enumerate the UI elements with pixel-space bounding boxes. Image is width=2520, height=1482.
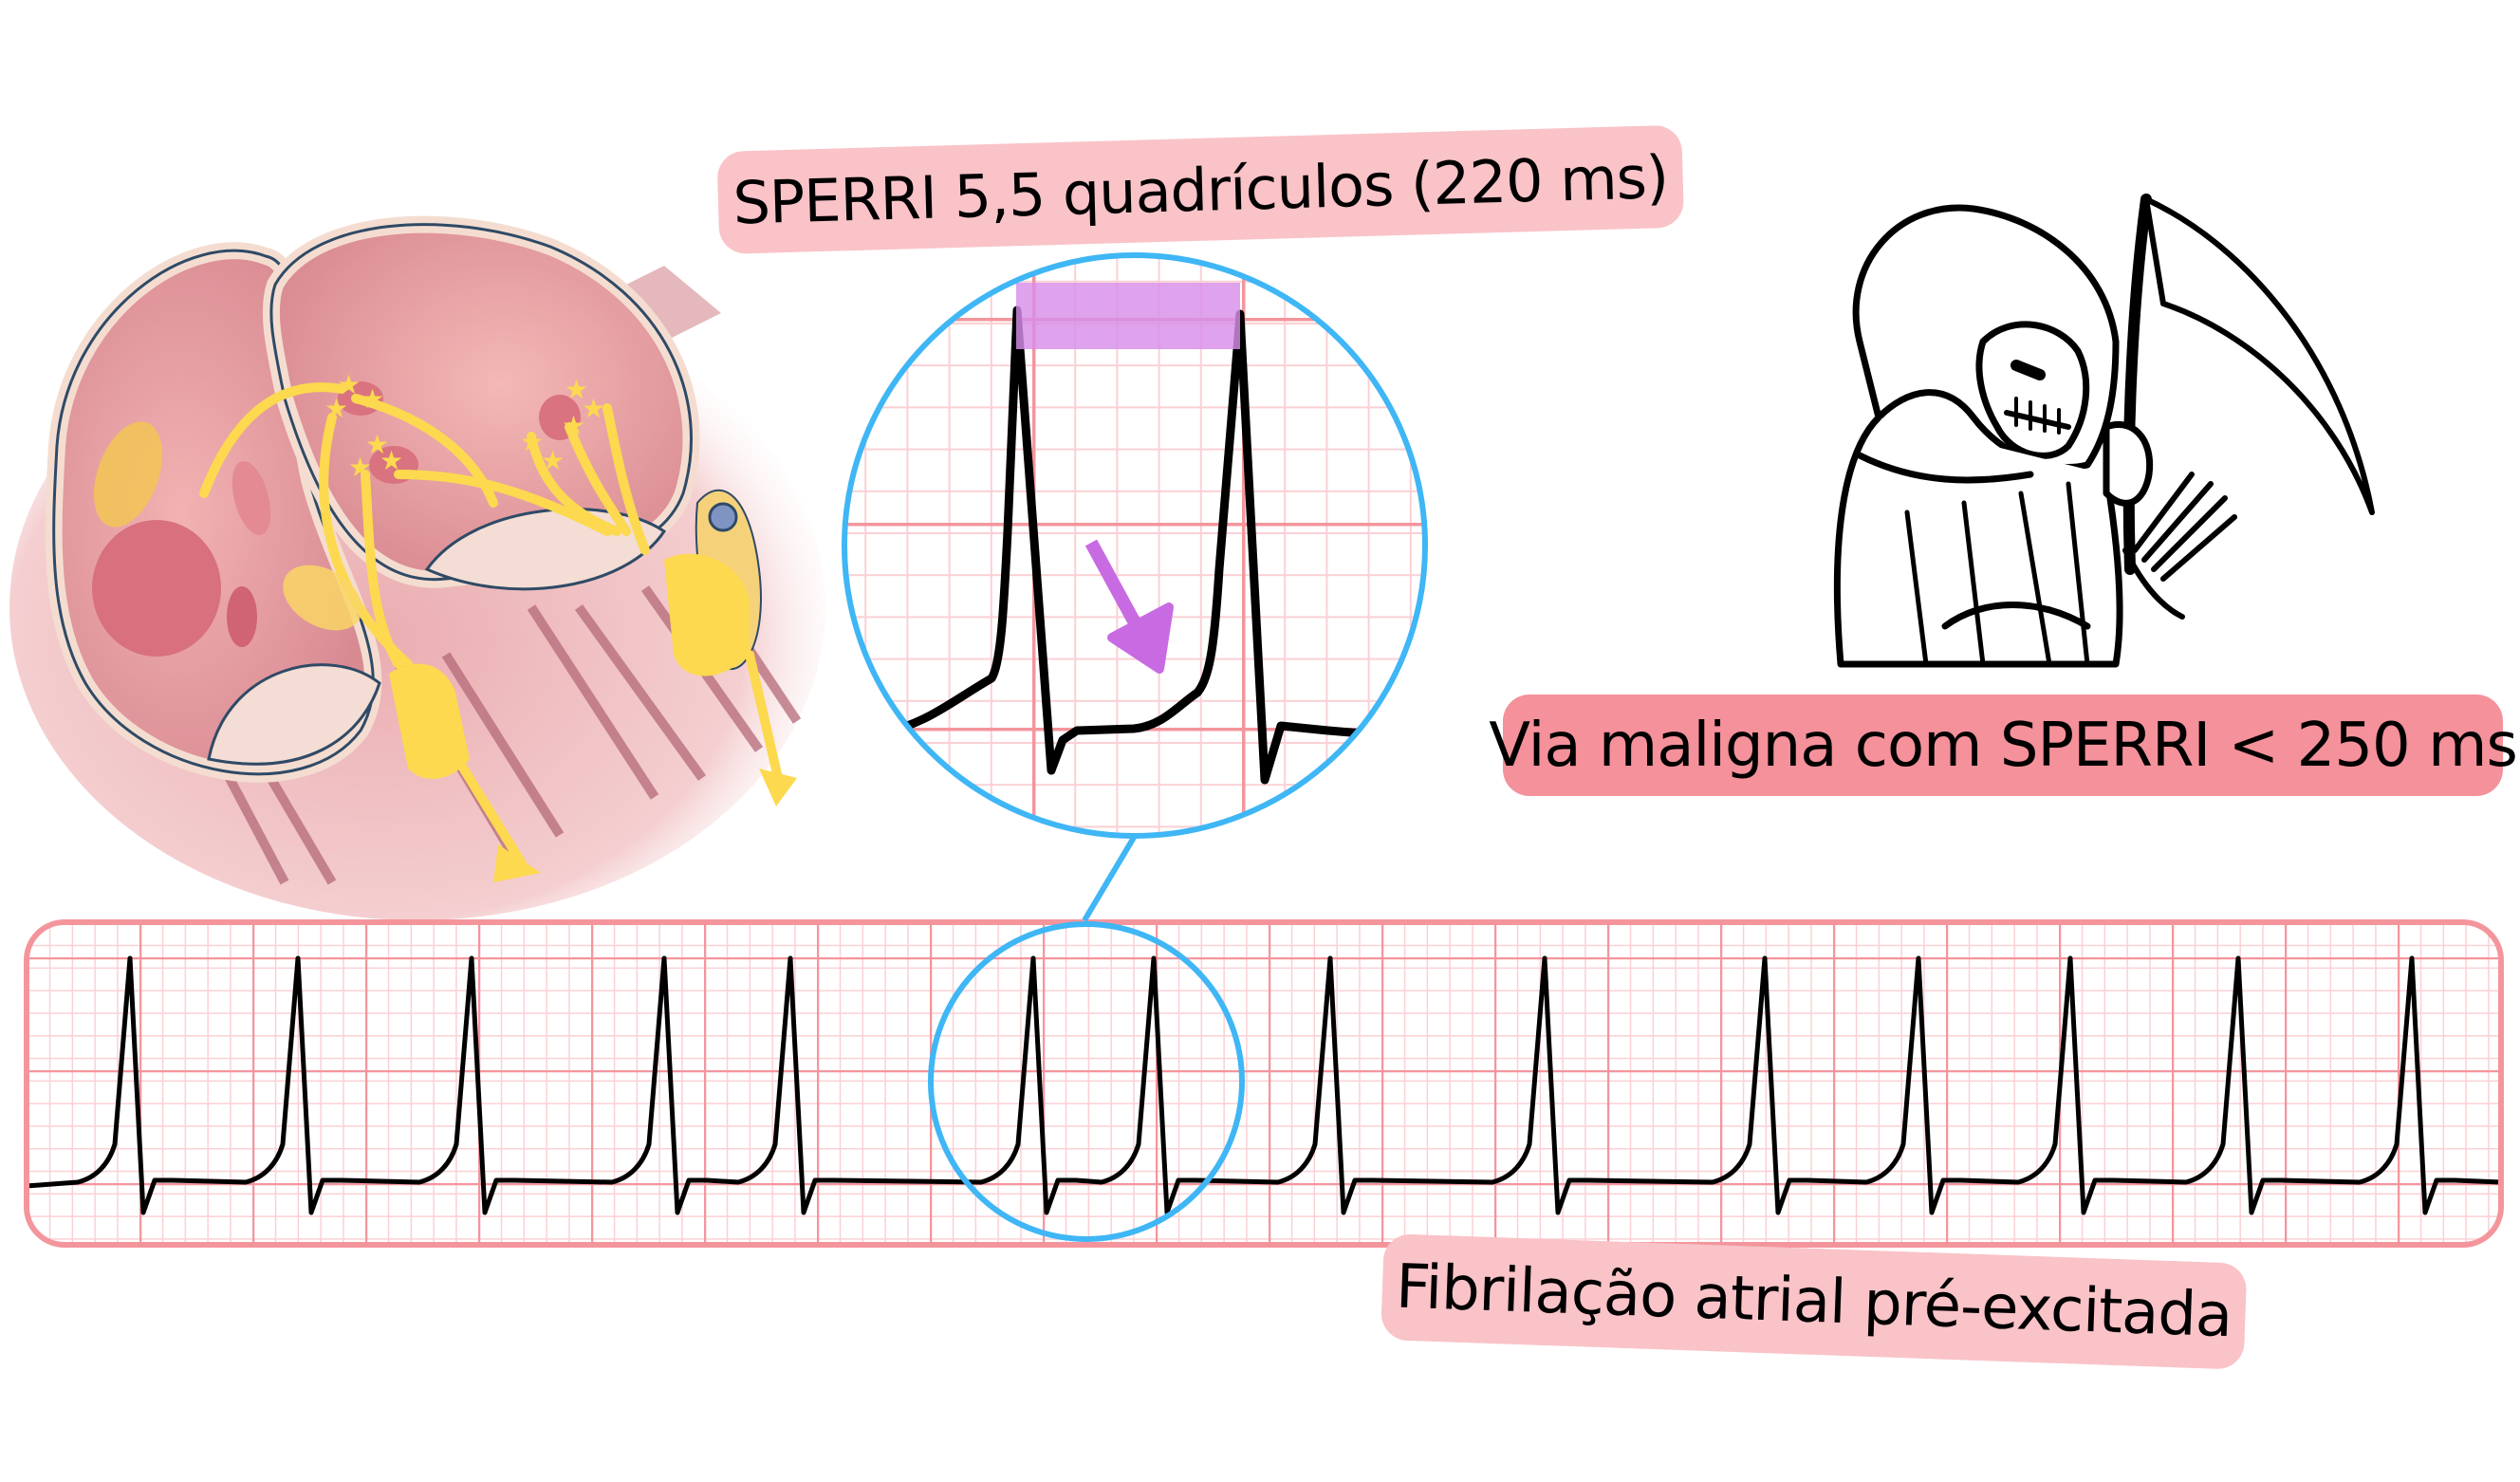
svg-text:★: ★ — [361, 383, 384, 415]
magnifier-border — [842, 252, 1428, 839]
svg-text:★: ★ — [565, 374, 588, 405]
malignant-pathway-label: Via maligna com SPERRI < 250 ms — [1489, 695, 2518, 796]
heart-body — [9, 215, 825, 920]
magnifier-connector — [1082, 834, 1138, 922]
magnifier — [842, 252, 1428, 839]
grim-reaper-icon — [1833, 194, 2375, 668]
magnified-ecg-trace — [890, 306, 1386, 785]
svg-text:★: ★ — [380, 445, 403, 476]
rhythm-name-text: Fibrilação atrial pré-excitada — [1394, 1251, 2233, 1352]
svg-text:★: ★ — [582, 393, 605, 424]
arrow-down-right-icon — [1084, 539, 1174, 674]
svg-text:★: ★ — [365, 429, 389, 460]
sperri-highlight-bar — [1016, 283, 1240, 349]
svg-text:★: ★ — [562, 410, 585, 441]
svg-text:★: ★ — [348, 452, 372, 483]
svg-text:★: ★ — [520, 426, 544, 457]
star-icons: ★ ★★ ★★★ ★★★ ★★ — [324, 369, 605, 483]
ecg-strip-border — [24, 919, 2504, 1248]
svg-text:★: ★ — [324, 393, 348, 424]
svg-text:★: ★ — [337, 369, 361, 400]
svg-text:★: ★ — [541, 445, 565, 476]
heart-illustration: ★ ★★ ★★★ ★★★ ★★ — [9, 215, 825, 920]
ecg-strip — [24, 919, 2504, 1248]
strip-highlight-ellipse — [928, 921, 1245, 1242]
malignant-pathway-text: Via maligna com SPERRI < 250 ms — [1489, 710, 2518, 781]
conduction-blobs — [283, 553, 797, 882]
ecg-trace — [27, 955, 2501, 1215]
sperri-measurement-text: SPERRI 5,5 quadrículos (220 ms) — [732, 141, 1670, 238]
